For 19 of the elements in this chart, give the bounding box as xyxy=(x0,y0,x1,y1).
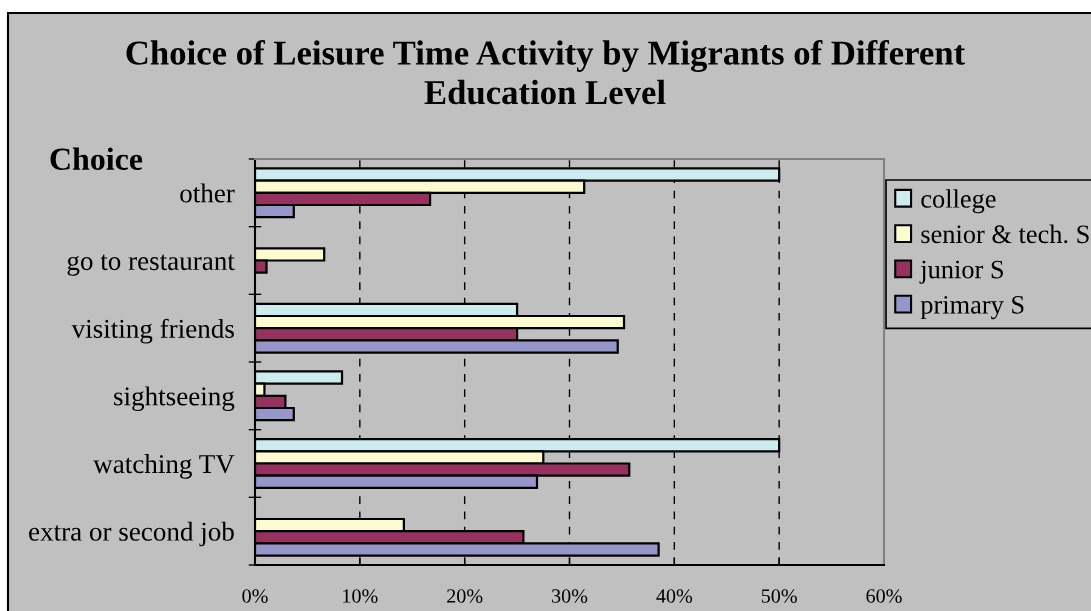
legend-label: junior S xyxy=(919,260,1003,284)
x-tick-label: 40% xyxy=(656,589,693,603)
y-tick-label: visiting friends xyxy=(71,318,234,344)
x-tick-label: 0% xyxy=(242,589,268,603)
y-tick-label: go to restaurant xyxy=(67,254,235,276)
y-tick-label: extra or second job xyxy=(29,521,234,547)
x-tick-label: 60% xyxy=(866,589,902,603)
x-tick-label: 20% xyxy=(447,589,483,603)
x-tick-label: 30% xyxy=(552,589,588,603)
y-tick-label: sightseeing xyxy=(114,386,235,412)
x-tick-label: 50% xyxy=(761,589,797,603)
y-axis-title: Choice xyxy=(50,147,143,170)
legend-label: senior & tech. S xyxy=(921,224,1089,244)
y-tick-label: watching TV xyxy=(93,454,235,479)
legend-label: primary S xyxy=(920,295,1024,320)
legend-label: college xyxy=(921,189,996,214)
y-tick-label: other xyxy=(180,183,235,203)
chart-title: Choice of Leisure Time Activity by Migrants of Different Education Level xyxy=(126,40,966,105)
x-tick-label: 10% xyxy=(343,589,378,603)
